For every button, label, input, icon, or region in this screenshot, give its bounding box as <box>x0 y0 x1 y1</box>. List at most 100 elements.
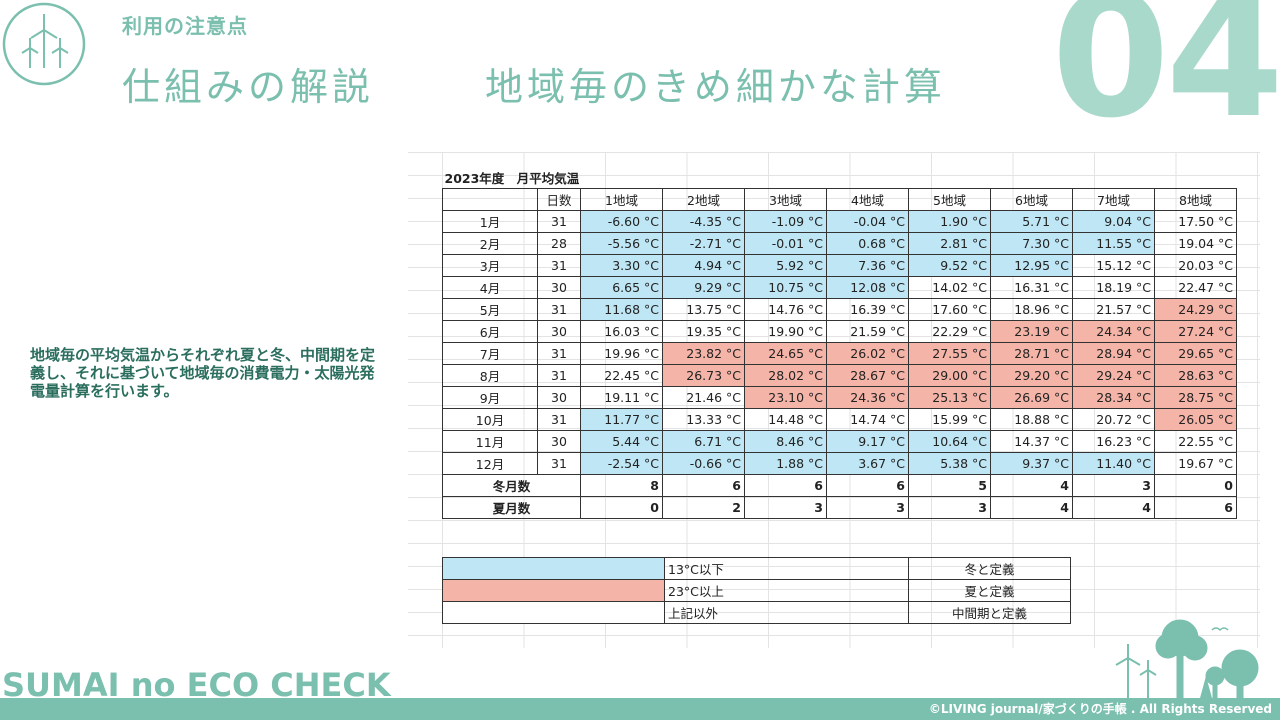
temperature-cell: 26.73 °C <box>662 364 745 387</box>
table-header-row: 日数 1地域 2地域 3地域 4地域 5地域 6地域 7地域 8地域 <box>442 188 1237 211</box>
temperature-cell: 13.75 °C <box>662 298 745 321</box>
temperature-cell: 19.67 °C <box>1154 452 1237 475</box>
temperature-cell: 9.52 °C <box>908 254 991 277</box>
temperature-cell: -4.35 °C <box>662 210 745 233</box>
temperature-cell: 14.48 °C <box>744 408 827 431</box>
temperature-cell: 26.05 °C <box>1154 408 1237 431</box>
temperature-cell: 8.46 °C <box>744 430 827 453</box>
days-cell: 31 <box>537 408 581 431</box>
summer-count-cell: 2 <box>662 496 745 519</box>
temperature-cell: 11.68 °C <box>580 298 663 321</box>
days-cell: 30 <box>537 386 581 409</box>
month-cell: 9月 <box>442 386 538 409</box>
temperature-cell: 18.19 °C <box>1072 276 1155 299</box>
temperature-cell: 24.65 °C <box>744 342 827 365</box>
temperature-cell: 27.24 °C <box>1154 320 1237 343</box>
region-header: 2地域 <box>662 188 745 211</box>
temperature-cell: 21.59 °C <box>826 320 909 343</box>
temperature-cell: 20.03 °C <box>1154 254 1237 277</box>
temperature-cell: 29.24 °C <box>1072 364 1155 387</box>
temperature-cell: 14.02 °C <box>908 276 991 299</box>
table-row: 1月 31 -6.60 °C -4.35 °C -1.09 °C -0.04 °C 1.90… <box>442 210 1237 233</box>
days-cell: 31 <box>537 210 581 233</box>
region-header: 1地域 <box>580 188 663 211</box>
temperature-cell: 15.12 °C <box>1072 254 1155 277</box>
temperature-cell: 16.23 °C <box>1072 430 1155 453</box>
month-cell: 12月 <box>442 452 538 475</box>
month-cell: 3月 <box>442 254 538 277</box>
temperature-cell: -1.09 °C <box>744 210 827 233</box>
table-row: 2月 28 -5.56 °C -2.71 °C -0.01 °C 0.68 °C 2.81 … <box>442 232 1237 255</box>
temperature-cell: -0.04 °C <box>826 210 909 233</box>
temperature-cell: 0.68 °C <box>826 232 909 255</box>
temperature-cell: 26.69 °C <box>990 386 1073 409</box>
temperature-cell: 25.13 °C <box>908 386 991 409</box>
temperature-cell: 7.36 °C <box>826 254 909 277</box>
temperature-cell: -2.54 °C <box>580 452 663 475</box>
days-cell: 30 <box>537 430 581 453</box>
footer-band <box>0 698 1280 720</box>
temperature-cell: 2.81 °C <box>908 232 991 255</box>
legend-meaning: 中間期と定義 <box>908 601 1071 624</box>
temperature-cell: 16.39 °C <box>826 298 909 321</box>
temperature-cell: 22.47 °C <box>1154 276 1237 299</box>
temperature-table: 2023年度 月平均気温 日数 1地域 2地域 3地域 4地域 5地域 6地域 7地域 8地域… <box>442 167 1237 519</box>
temperature-cell: 27.55 °C <box>908 342 991 365</box>
table-row: 4月 30 6.65 °C 9.29 °C 10.75 °C 12.08 °C 14.02 … <box>442 276 1237 299</box>
temperature-cell: 19.90 °C <box>744 320 827 343</box>
legend-swatch <box>442 601 665 624</box>
temperature-cell: 19.35 °C <box>662 320 745 343</box>
summer-count-cell: 3 <box>826 496 909 519</box>
temperature-cell: 7.30 °C <box>990 232 1073 255</box>
region-header: 3地域 <box>744 188 827 211</box>
legend-meaning: 夏と定義 <box>908 579 1071 602</box>
temperature-cell: 23.19 °C <box>990 320 1073 343</box>
month-cell: 2月 <box>442 232 538 255</box>
table-row: 6月 30 16.03 °C 19.35 °C 19.90 °C 21.59 °C 22.2… <box>442 320 1237 343</box>
temperature-cell: 14.76 °C <box>744 298 827 321</box>
temperature-cell: 3.67 °C <box>826 452 909 475</box>
month-cell: 5月 <box>442 298 538 321</box>
month-cell: 7月 <box>442 342 538 365</box>
copyright-text: ©LIVING journal/家づくりの手帳 . All Rights Res… <box>928 702 1272 716</box>
legend-swatch <box>442 557 665 580</box>
page-title: 仕組みの解説 <box>122 65 375 109</box>
temperature-cell: 5.38 °C <box>908 452 991 475</box>
temperature-cell: -2.71 °C <box>662 232 745 255</box>
temperature-cell: -0.01 °C <box>744 232 827 255</box>
temperature-cell: 9.29 °C <box>662 276 745 299</box>
wind-turbine-logo-icon <box>2 2 86 86</box>
temperature-cell: 16.03 °C <box>580 320 663 343</box>
temperature-cell: 6.65 °C <box>580 276 663 299</box>
brand-name: SUMAI no ECO CHECK <box>2 666 391 704</box>
month-header-cell <box>442 188 538 211</box>
temperature-cell: 28.71 °C <box>990 342 1073 365</box>
temperature-cell: 28.75 °C <box>1154 386 1237 409</box>
temperature-cell: 10.64 °C <box>908 430 991 453</box>
temperature-cell: 17.50 °C <box>1154 210 1237 233</box>
temperature-cell: 22.55 °C <box>1154 430 1237 453</box>
legend-table: 13°C以下 冬と定義 23°C以上 夏と定義 上記以外 中間期と定義 <box>442 557 1071 624</box>
temperature-cell: 16.31 °C <box>990 276 1073 299</box>
temperature-cell: 9.04 °C <box>1072 210 1155 233</box>
days-cell: 30 <box>537 320 581 343</box>
table-row: 10月 31 11.77 °C 13.33 °C 14.48 °C 14.74 °C 15.… <box>442 408 1237 431</box>
winter-count-cell: 0 <box>1154 474 1237 497</box>
temperature-cell: 20.72 °C <box>1072 408 1155 431</box>
month-cell: 11月 <box>442 430 538 453</box>
month-cell: 1月 <box>442 210 538 233</box>
summer-count-cell: 3 <box>744 496 827 519</box>
table-title: 2023年度 月平均気温 <box>444 171 580 186</box>
region-header: 7地域 <box>1072 188 1155 211</box>
temperature-cell: 12.95 °C <box>990 254 1073 277</box>
legend-condition: 13°C以下 <box>664 557 909 580</box>
table-row: 5月 31 11.68 °C 13.75 °C 14.76 °C 16.39 °C 17.6… <box>442 298 1237 321</box>
temperature-cell: 3.30 °C <box>580 254 663 277</box>
temperature-cell: 19.96 °C <box>580 342 663 365</box>
winter-count-cell: 6 <box>662 474 745 497</box>
temperature-cell: 28.94 °C <box>1072 342 1155 365</box>
temperature-cell: 1.88 °C <box>744 452 827 475</box>
month-cell: 6月 <box>442 320 538 343</box>
winter-count-cell: 4 <box>990 474 1073 497</box>
legend-condition: 上記以外 <box>664 601 909 624</box>
